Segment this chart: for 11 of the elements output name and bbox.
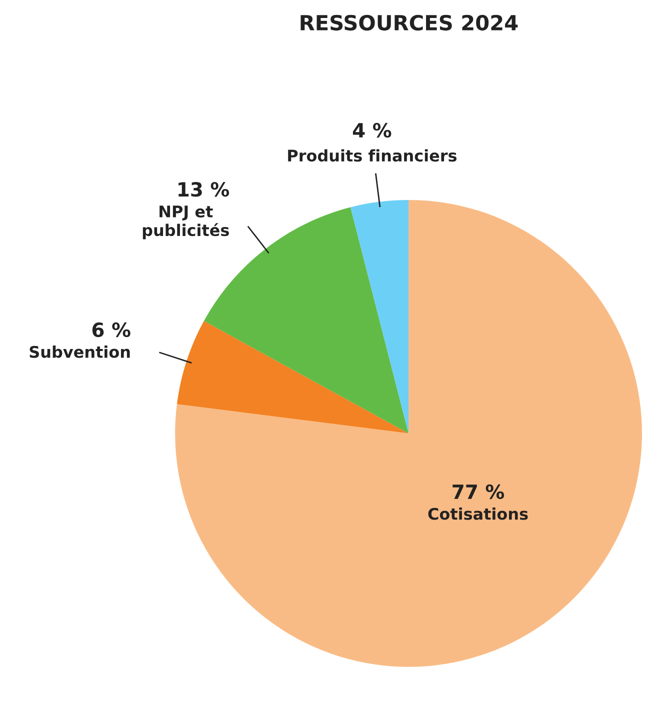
- slice-label: Produits financiers: [288, 149, 457, 162]
- pie-slice: [176, 320, 409, 434]
- slice-label: NPJ et publicités: [142, 206, 229, 240]
- slice-label: Cotisations: [428, 508, 528, 520]
- data-label: 4 %: [352, 122, 392, 138]
- data-label: 6 %: [92, 322, 130, 338]
- data-label: 13 %: [178, 182, 230, 197]
- slice-label: Subvention: [30, 346, 130, 358]
- data-label: 77 %: [452, 484, 504, 500]
- chart-title: RESSOURCES 2024: [300, 14, 518, 31]
- pie-slice: [350, 200, 409, 434]
